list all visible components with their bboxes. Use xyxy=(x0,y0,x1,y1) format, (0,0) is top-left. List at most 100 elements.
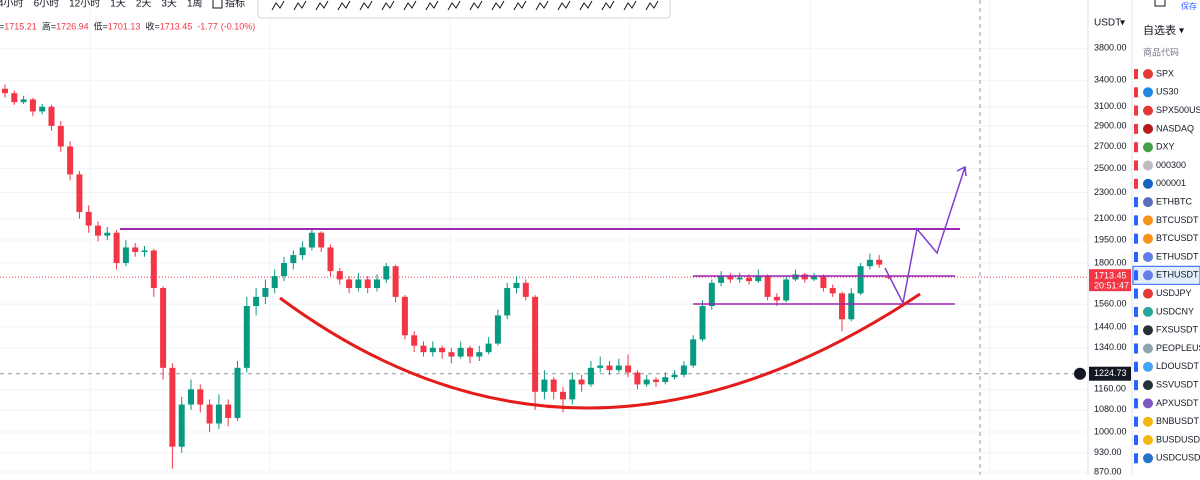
symbol-name[interactable]: DXY xyxy=(1156,142,1175,152)
candle-body xyxy=(801,274,808,280)
add-alert-button[interactable] xyxy=(1074,367,1086,380)
y-tick-label: 2100.00 xyxy=(1094,213,1127,223)
symbol-icon xyxy=(1143,142,1153,153)
tool-icon[interactable] xyxy=(425,0,439,11)
symbol-name[interactable]: USDCNY xyxy=(1156,306,1194,316)
candle-body xyxy=(550,379,557,392)
candle-body xyxy=(160,288,167,368)
interval-button[interactable]: 2天 xyxy=(136,0,152,10)
interval-button[interactable]: 6小时 xyxy=(34,0,60,10)
watchlist-caret: ▾ xyxy=(1179,26,1184,37)
ohlc-value: 1701.13 xyxy=(108,21,141,31)
projection-path xyxy=(884,166,966,306)
tool-icon[interactable] xyxy=(601,0,615,11)
symbol-name[interactable]: BTCUSDT xyxy=(1156,233,1199,243)
tool-icon[interactable] xyxy=(315,0,329,11)
symbol-name[interactable]: SSVUSDT xyxy=(1156,379,1199,389)
candle-body xyxy=(225,404,232,418)
symbol-icon xyxy=(1143,306,1153,317)
symbol-name[interactable]: 000300 xyxy=(1156,160,1186,170)
candle-body xyxy=(885,276,892,278)
y-tick-label: 1080.00 xyxy=(1094,404,1127,414)
symbol-name[interactable]: ETHUSDT xyxy=(1156,270,1199,280)
ohlc-legend: = 1715.21 高= 1726.94 低= 1701.13 收= 1713.45 -1.77… xyxy=(0,20,255,31)
ohlc-key: 低= xyxy=(94,20,108,31)
save-button[interactable]: 保存 xyxy=(1181,1,1197,11)
symbol-icon xyxy=(1143,178,1153,189)
symbol-name[interactable]: SPX500USD xyxy=(1156,105,1200,115)
row-flag xyxy=(1134,160,1138,171)
tool-icon[interactable] xyxy=(645,0,659,11)
symbol-name[interactable]: BUSDUSDT xyxy=(1156,434,1200,444)
tool-icon[interactable] xyxy=(491,0,505,11)
symbol-icon xyxy=(1143,252,1153,262)
y-tick-label: 3100.00 xyxy=(1094,101,1127,111)
symbol-icon xyxy=(1143,105,1153,116)
symbol-name[interactable]: NASDAQ xyxy=(1156,123,1194,133)
tool-icon[interactable] xyxy=(469,0,483,11)
candle-body xyxy=(11,93,18,103)
tool-icon[interactable] xyxy=(381,0,395,11)
interval-button[interactable]: 3天 xyxy=(161,0,177,10)
symbol-name[interactable]: PEOPLEUSDT xyxy=(1156,343,1200,353)
tool-icon[interactable] xyxy=(293,0,307,11)
tool-icon[interactable] xyxy=(535,0,549,11)
symbol-name[interactable]: 000001 xyxy=(1156,178,1186,188)
candle-body xyxy=(615,365,622,371)
currency-caret: ▾ xyxy=(1120,18,1125,29)
checkbox[interactable] xyxy=(1154,0,1166,7)
watchlist-title[interactable]: 自选表 xyxy=(1143,23,1176,37)
candle-body xyxy=(820,276,827,289)
interval-button[interactable]: 4小时 xyxy=(0,0,24,10)
symbol-name[interactable]: BTCUSDT xyxy=(1156,215,1199,225)
tool-icon[interactable] xyxy=(579,0,593,11)
candle-body xyxy=(755,276,762,282)
symbol-name[interactable]: FXSUSDT xyxy=(1156,325,1199,335)
tool-icon[interactable] xyxy=(359,0,373,11)
symbol-name[interactable]: LDOUSDT xyxy=(1156,361,1200,371)
candle-body xyxy=(429,347,436,353)
symbol-name[interactable]: USDCUSDT xyxy=(1156,453,1200,463)
candle-body xyxy=(29,99,36,112)
row-flag xyxy=(1134,178,1138,189)
candle-body xyxy=(141,250,148,253)
tool-icon[interactable] xyxy=(557,0,571,11)
symbol-name[interactable]: BNBUSDT xyxy=(1156,416,1200,426)
symbol-name[interactable]: APXUSDT xyxy=(1156,398,1199,408)
candle-body xyxy=(839,293,845,320)
indicators-button[interactable]: 指标 xyxy=(225,0,245,10)
candle-body xyxy=(188,389,194,405)
symbol-name[interactable]: ETHUSDT xyxy=(1156,251,1199,261)
ohlc-change: -1.77 xyxy=(197,21,218,31)
row-flag xyxy=(1134,416,1138,427)
tool-icon[interactable] xyxy=(513,0,527,11)
tool-icon[interactable] xyxy=(447,0,461,11)
symbol-name[interactable]: ETHBTC xyxy=(1156,196,1193,206)
countdown-label: 20:51:47 xyxy=(1094,281,1129,291)
symbol-name[interactable]: USDJPY xyxy=(1156,288,1192,298)
candle-body xyxy=(625,365,632,373)
tool-icon[interactable] xyxy=(271,0,285,11)
y-tick-label: 2700.00 xyxy=(1094,141,1127,151)
ohlc-value: 1713.45 xyxy=(160,21,193,31)
currency-label[interactable]: USDT xyxy=(1094,18,1121,29)
tool-icon[interactable] xyxy=(337,0,351,11)
symbol-icon xyxy=(1143,343,1153,354)
symbol-name[interactable]: US30 xyxy=(1156,87,1179,97)
candle-body xyxy=(699,305,706,340)
interval-button[interactable]: 12小时 xyxy=(69,0,100,10)
candle-body xyxy=(532,296,539,392)
interval-button[interactable]: 1周 xyxy=(187,0,203,10)
last-price-box xyxy=(1089,269,1131,292)
interval-button[interactable]: 1天 xyxy=(110,0,126,10)
tool-icon[interactable] xyxy=(623,0,637,11)
candle-body xyxy=(587,367,594,385)
row-flag xyxy=(1134,453,1138,464)
tool-icon[interactable] xyxy=(403,0,417,11)
candle-body xyxy=(299,247,306,256)
indicators-icon xyxy=(212,0,223,9)
symbol-icon xyxy=(1143,380,1153,391)
symbol-name[interactable]: SPX xyxy=(1156,68,1174,78)
row-flag xyxy=(1134,398,1138,409)
